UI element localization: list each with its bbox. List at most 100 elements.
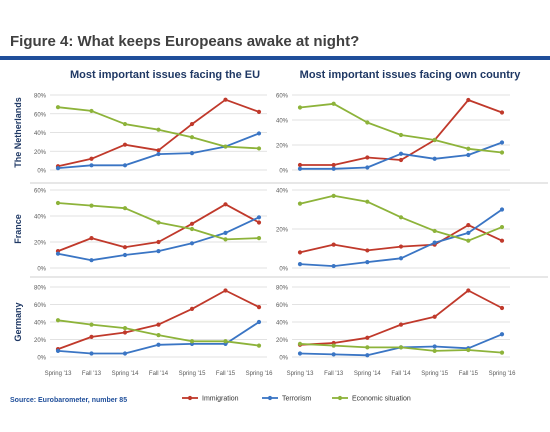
data-point (223, 202, 228, 207)
data-point (466, 223, 471, 228)
y-tick-label: 80% (34, 94, 47, 100)
data-point (122, 351, 128, 356)
y-tick-label: 20% (34, 241, 47, 247)
x-tick-label: Spring '16 (246, 371, 273, 377)
data-point (499, 350, 505, 355)
data-point (466, 152, 471, 158)
data-point (365, 248, 370, 253)
y-tick-label: 60% (276, 94, 289, 100)
legend-label: Terrorism (282, 396, 311, 403)
data-point (189, 339, 195, 344)
y-tick-label: 0% (279, 267, 288, 273)
data-point (398, 151, 404, 156)
data-point (156, 148, 161, 153)
data-point (365, 165, 370, 170)
column-title-own-country: Most important issues facing own country (300, 69, 522, 81)
data-point (499, 150, 505, 155)
chart-panel: 0% 20% 40% 60% 80% (276, 286, 510, 362)
data-point (256, 236, 262, 241)
legend-label: Immigration (202, 396, 239, 403)
data-point (365, 335, 370, 340)
chart-panel: 0% 20% 40% 60% 80% (34, 286, 267, 362)
data-point (189, 226, 195, 232)
data-point (156, 239, 161, 245)
data-point (156, 333, 161, 338)
data-point (256, 305, 262, 310)
y-tick-label: 60% (276, 303, 289, 309)
chart-panel: 0% 20% 40% (276, 189, 510, 273)
x-tick-label: Spring '15 (179, 371, 206, 377)
x-tick-label: Spring '13 (287, 371, 314, 377)
data-point (331, 343, 336, 348)
data-point (365, 120, 370, 125)
data-point (331, 162, 336, 168)
data-point (122, 326, 128, 331)
data-point (122, 252, 128, 258)
data-point (256, 131, 262, 136)
data-point (499, 305, 505, 311)
data-point (122, 163, 128, 168)
data-point (398, 322, 404, 327)
data-point (156, 249, 161, 254)
data-point (297, 351, 303, 356)
row-title: Germany (13, 302, 23, 341)
y-tick-label: 60% (34, 303, 47, 309)
data-point (297, 262, 303, 267)
data-point (398, 157, 404, 163)
data-point (256, 319, 262, 325)
y-tick-label: 60% (34, 189, 47, 195)
data-point (331, 166, 336, 171)
x-tick-label: Fall '15 (459, 371, 479, 377)
figure-title: Figure 4: What keeps Europeans awake at … (10, 33, 359, 50)
data-point (223, 339, 228, 344)
data-point (189, 121, 195, 127)
data-point (55, 348, 61, 353)
legend-marker (187, 395, 193, 401)
data-point (398, 244, 404, 249)
data-point (297, 341, 303, 346)
data-point (55, 251, 61, 256)
data-point (297, 201, 303, 206)
data-point (499, 140, 505, 145)
data-point (432, 228, 437, 234)
x-tick-label: Fall '13 (324, 371, 344, 377)
column-title-eu: Most important issues facing the EU (70, 69, 260, 81)
y-tick-label: 80% (34, 286, 47, 292)
series-line (299, 289, 503, 346)
data-point (89, 322, 94, 327)
data-point (223, 230, 228, 235)
y-tick-label: 20% (276, 338, 289, 344)
x-tick-label: Spring '14 (112, 371, 139, 377)
x-tick-label: Fall '15 (216, 371, 236, 377)
legend-marker (337, 395, 343, 401)
data-point (189, 241, 195, 246)
x-tick-label: Fall '14 (149, 371, 169, 377)
x-tick-label: Spring '14 (354, 371, 381, 377)
data-point (432, 240, 437, 245)
y-tick-label: 20% (34, 150, 47, 156)
data-point (223, 97, 228, 102)
y-tick-label: 0% (37, 267, 46, 273)
data-point (256, 220, 262, 225)
data-point (499, 224, 505, 230)
data-point (398, 345, 404, 350)
data-point (365, 260, 370, 265)
data-point (297, 105, 303, 110)
x-tick-label: Fall '14 (391, 371, 411, 377)
data-point (89, 236, 94, 241)
data-point (466, 97, 471, 103)
data-point (189, 151, 195, 156)
x-tick-label: Spring '16 (489, 371, 516, 377)
chart-panel: 0% 20% 40% 60% (34, 189, 267, 273)
x-tick-label: Spring '13 (45, 371, 72, 377)
y-tick-label: 40% (276, 321, 289, 327)
data-point (55, 318, 61, 323)
data-point (499, 332, 505, 337)
y-tick-label: 20% (276, 228, 289, 234)
y-tick-label: 20% (34, 338, 47, 344)
y-tick-label: 20% (276, 144, 289, 150)
data-point (331, 101, 336, 106)
row-title: France (13, 214, 23, 244)
